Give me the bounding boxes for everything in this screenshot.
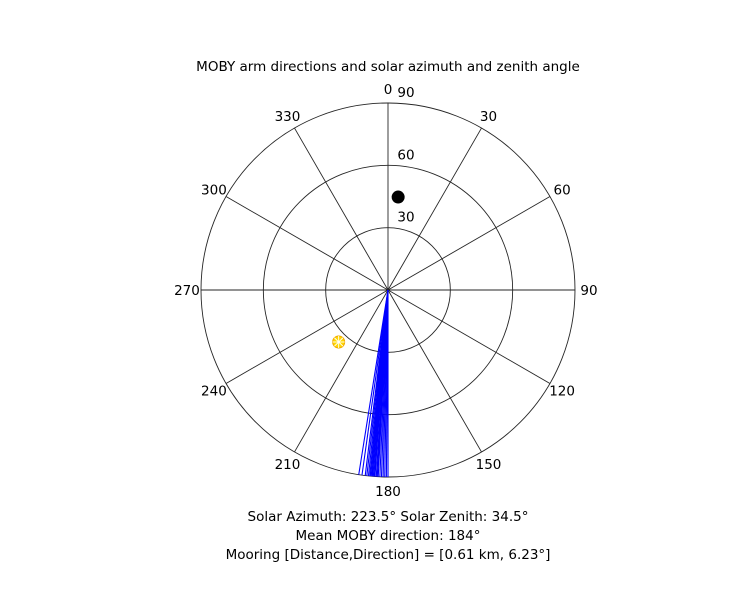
angle-tick-120: 120 — [549, 384, 575, 400]
radial-tick-90: 90 — [397, 85, 414, 101]
grid-spoke-300 — [225, 196, 389, 291]
angle-tick-labels: 0 30 60 90 120 150 180 210 240 270 300 330 — [174, 82, 598, 500]
angle-tick-150: 150 — [476, 457, 502, 473]
mean-direction-line: Mean MOBY direction: 184° — [295, 528, 481, 544]
angle-tick-0: 0 — [384, 82, 393, 98]
angle-tick-30: 30 — [480, 109, 497, 125]
grid-spoke-210 — [294, 289, 389, 453]
grid-spoke-120 — [387, 289, 551, 384]
grid-spoke-330 — [294, 127, 389, 291]
grid-spoke-60 — [387, 196, 551, 291]
radial-tick-labels: 30 60 90 — [397, 85, 414, 226]
angle-tick-330: 330 — [275, 109, 301, 125]
sun-ray-5 — [334, 337, 339, 343]
markers — [332, 190, 405, 349]
mooring-line: Mooring [Distance,Direction] = [0.61 km,… — [225, 547, 551, 563]
sun-ray-3 — [334, 341, 339, 347]
radial-tick-30: 30 — [397, 210, 414, 226]
angle-tick-240: 240 — [201, 384, 227, 400]
arm-direction-lines — [358, 289, 389, 477]
solar-info-line: Solar Azimuth: 223.5° Solar Zenith: 34.5… — [247, 509, 529, 525]
chart-title: MOBY arm directions and solar azimuth an… — [196, 59, 580, 75]
arm-line-20 — [358, 289, 389, 475]
grid-spoke-240 — [225, 289, 389, 384]
sun-ray-1 — [338, 341, 344, 347]
black-dot-marker — [391, 190, 405, 204]
grid-spoke-30 — [387, 127, 482, 291]
sun-ray-7 — [338, 337, 344, 343]
sun-marker — [332, 335, 346, 349]
angle-tick-270: 270 — [174, 283, 200, 299]
angle-tick-90: 90 — [580, 283, 597, 299]
angle-tick-180: 180 — [375, 484, 401, 500]
grid-spoke-150 — [387, 289, 482, 453]
angle-tick-300: 300 — [201, 182, 227, 198]
angle-tick-210: 210 — [275, 457, 301, 473]
angle-tick-60: 60 — [553, 182, 570, 198]
radial-tick-60: 60 — [397, 147, 414, 163]
